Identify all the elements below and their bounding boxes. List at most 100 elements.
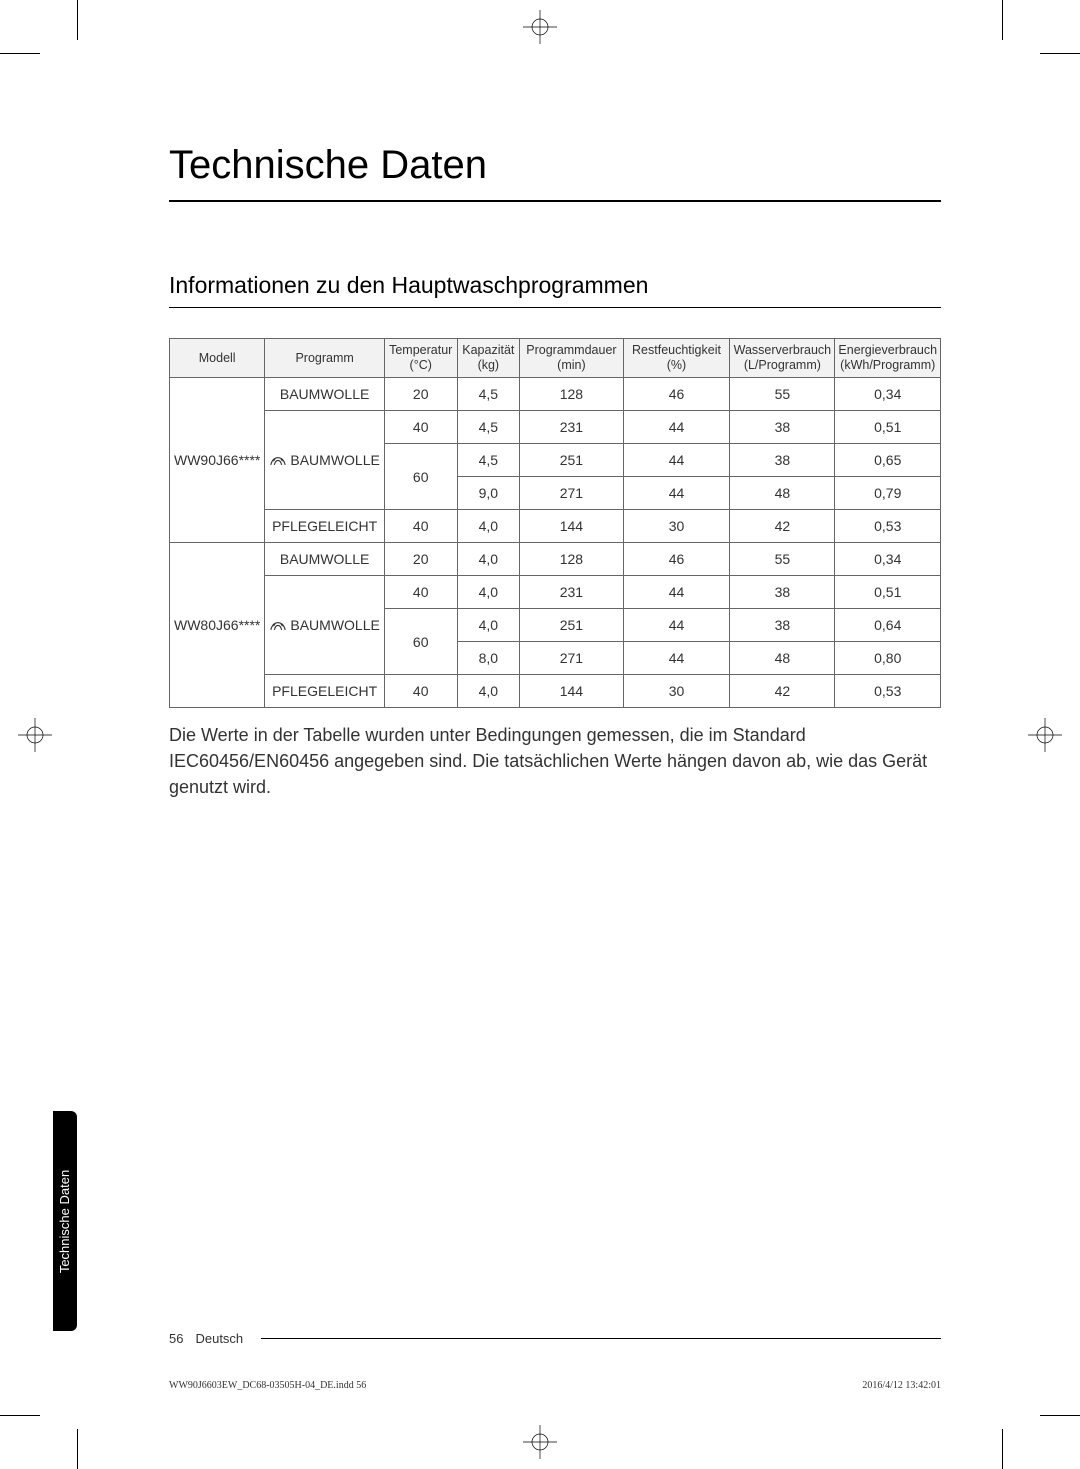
table-row: BAUMWOLLE 40 4,5 231 44 38 0,51 [170,411,941,444]
cell-humidity: 46 [623,543,730,576]
table-row: WW80J66**** BAUMWOLLE 20 4,0 128 46 55 0… [170,543,941,576]
indd-timestamp: 2016/4/12 13:42:01 [862,1380,941,1391]
crop-mark [1040,1415,1080,1416]
cell-temperature: 20 [384,378,457,411]
cell-temperature: 60 [384,444,457,510]
cell-water: 42 [730,675,835,708]
th-wasserverbrauch: Wasserverbrauch (L/Programm) [730,339,835,378]
cell-capacity: 9,0 [457,477,520,510]
cell-temperature: 40 [384,675,457,708]
cell-duration: 128 [520,378,624,411]
crop-mark [1040,53,1080,54]
cell-capacity: 8,0 [457,642,520,675]
cell-water: 48 [730,477,835,510]
cell-humidity: 44 [623,444,730,477]
cell-water: 55 [730,378,835,411]
cell-duration: 271 [520,642,624,675]
cell-program: PFLEGELEICHT [265,510,384,543]
table-footnote: Die Werte in der Tabelle wurden unter Be… [169,722,941,800]
crop-mark [1002,1429,1003,1469]
cell-capacity: 4,0 [457,609,520,642]
cell-energy: 0,53 [835,510,941,543]
cell-program: BAUMWOLLE [265,378,384,411]
cell-water: 38 [730,444,835,477]
eco-icon [269,454,287,468]
table-header-row: Modell Programm Temperatur (°C) Kapazitä… [170,339,941,378]
cell-humidity: 46 [623,378,730,411]
cell-program: BAUMWOLLE [265,411,384,510]
print-page: Technische Daten Informationen zu den Ha… [77,53,1003,1416]
cell-water: 48 [730,642,835,675]
th-temperatur: Temperatur (°C) [384,339,457,378]
th-kapazitaet: Kapazität (kg) [457,339,520,378]
cell-temperature: 60 [384,609,457,675]
cell-duration: 144 [520,675,624,708]
cell-duration: 251 [520,444,624,477]
cell-water: 38 [730,411,835,444]
cell-humidity: 44 [623,609,730,642]
header-unit: (°C) [410,358,432,372]
cell-temperature: 40 [384,576,457,609]
header-unit: (%) [667,358,686,372]
header-label: Restfeuchtigkeit [632,343,721,357]
cell-humidity: 30 [623,510,730,543]
cell-water: 55 [730,543,835,576]
cell-energy: 0,79 [835,477,941,510]
header-label: Temperatur [389,343,452,357]
table-row: WW90J66**** BAUMWOLLE 20 4,5 128 46 55 0… [170,378,941,411]
cell-capacity: 4,5 [457,378,520,411]
eco-icon [269,619,287,633]
cell-temperature: 40 [384,411,457,444]
crop-mark [77,0,78,40]
page-title: Technische Daten [169,143,941,202]
specifications-table: Modell Programm Temperatur (°C) Kapazitä… [169,338,941,708]
cell-capacity: 4,0 [457,576,520,609]
content-area: Technische Daten Informationen zu den Ha… [77,53,1003,800]
header-unit: (kWh/Programm) [840,358,935,372]
footer-rule [261,1338,941,1339]
cell-program: PFLEGELEICHT [265,675,384,708]
indd-filename: WW90J6603EW_DC68-03505H-04_DE.indd 56 [169,1380,366,1391]
header-unit: (min) [557,358,585,372]
cell-water: 42 [730,510,835,543]
header-label: Wasserverbrauch [734,343,832,357]
side-tab-label: Technische Daten [58,1169,73,1272]
registration-mark-icon [523,10,557,44]
th-programmdauer: Programmdauer (min) [520,339,624,378]
header-unit: (L/Programm) [744,358,821,372]
cell-capacity: 4,0 [457,543,520,576]
cell-humidity: 44 [623,576,730,609]
cell-water: 38 [730,609,835,642]
section-subtitle: Informationen zu den Hauptwaschprogramme… [169,272,941,308]
cell-temperature: 40 [384,510,457,543]
cell-humidity: 30 [623,675,730,708]
cell-humidity: 44 [623,411,730,444]
cell-program: BAUMWOLLE [265,576,384,675]
cell-duration: 251 [520,609,624,642]
cell-model: WW80J66**** [170,543,265,708]
th-programm: Programm [265,339,384,378]
table-row: PFLEGELEICHT 40 4,0 144 30 42 0,53 [170,675,941,708]
cell-model: WW90J66**** [170,378,265,543]
cell-capacity: 4,0 [457,510,520,543]
th-energieverbrauch: Energieverbrauch (kWh/Programm) [835,339,941,378]
cell-duration: 128 [520,543,624,576]
page-footer: 56 Deutsch [169,1331,941,1346]
header-label: Energieverbrauch [838,343,937,357]
crop-mark [1002,0,1003,40]
cell-capacity: 4,5 [457,411,520,444]
registration-mark-icon [18,718,52,752]
cell-energy: 0,34 [835,543,941,576]
cell-humidity: 44 [623,477,730,510]
cell-capacity: 4,5 [457,444,520,477]
cell-duration: 144 [520,510,624,543]
th-modell: Modell [170,339,265,378]
cell-energy: 0,65 [835,444,941,477]
cell-capacity: 4,0 [457,675,520,708]
cell-energy: 0,34 [835,378,941,411]
crop-mark [0,53,40,54]
registration-mark-icon [523,1425,557,1459]
table-row: PFLEGELEICHT 40 4,0 144 30 42 0,53 [170,510,941,543]
header-unit: (kg) [478,358,500,372]
cell-duration: 271 [520,477,624,510]
